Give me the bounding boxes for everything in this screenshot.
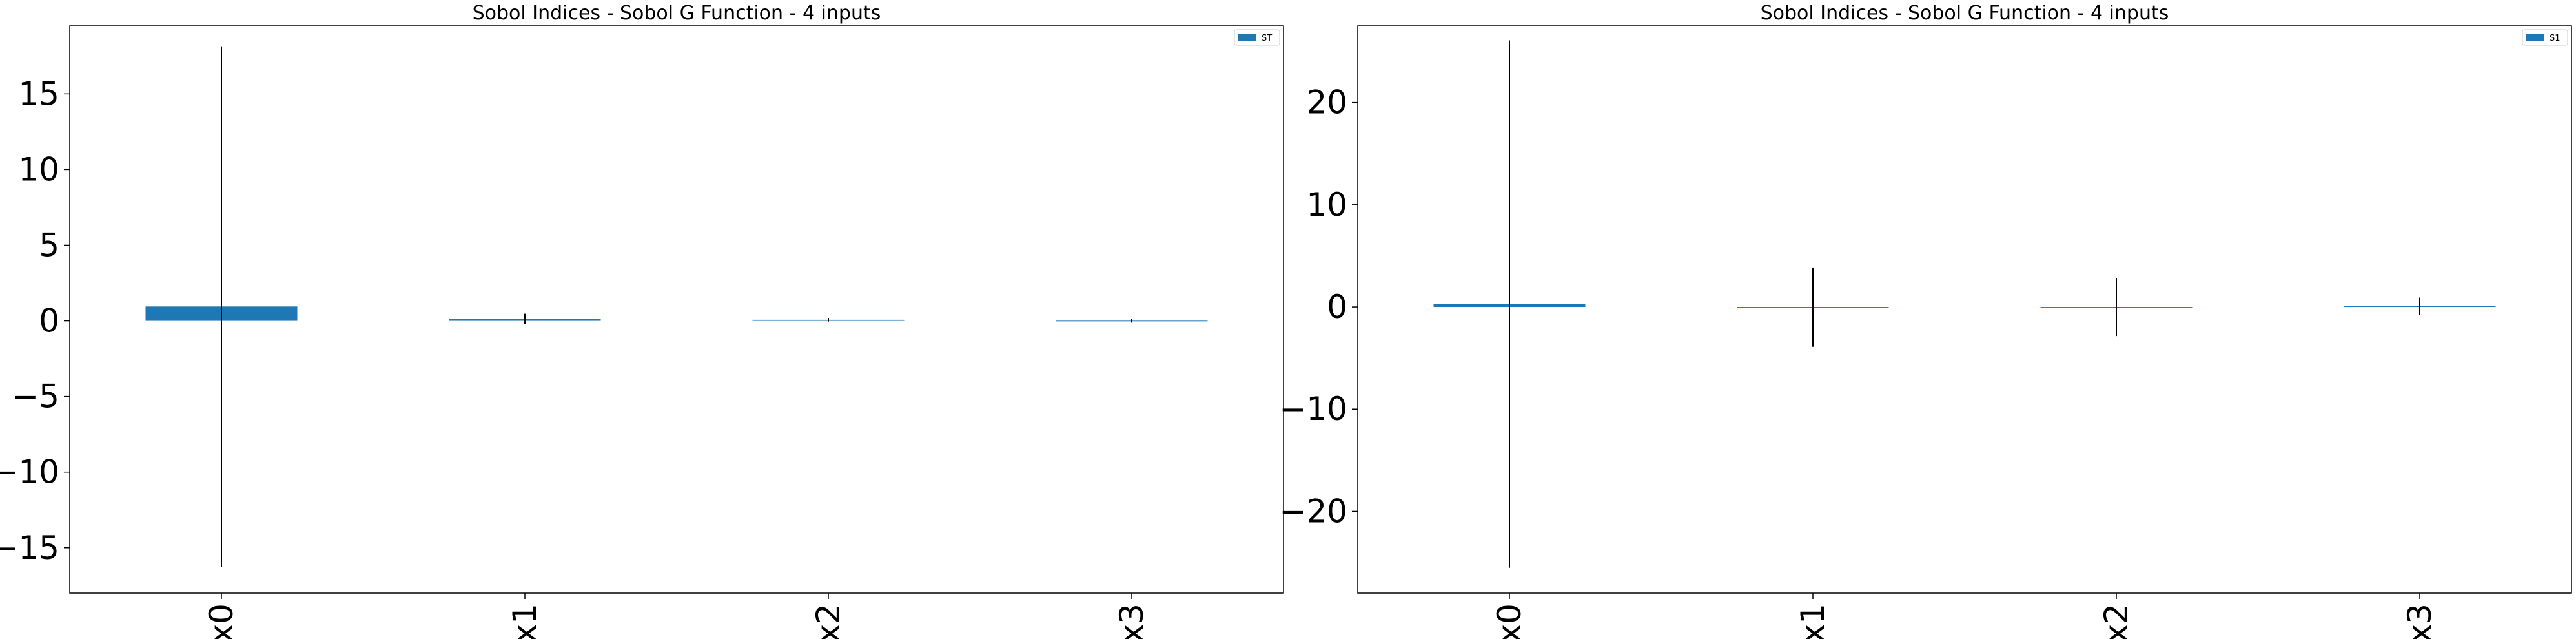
chart-title: Sobol Indices - Sobol G Function - 4 inp… [1761,2,2169,25]
y-tick-label: −20 [1279,492,1347,530]
y-tick-label: 5 [39,226,59,264]
x-tick-label: x2 [810,603,847,639]
x-tick-label: x1 [506,603,544,639]
x-tick-label: x3 [2401,603,2438,639]
legend-box [1234,29,1280,46]
x-tick-label: x2 [2098,603,2135,639]
x-tick-label: x3 [1113,603,1150,639]
y-tick-label: 0 [1327,288,1347,326]
legend: ST [1234,29,1280,46]
legend-box [2522,29,2568,46]
y-tick-label: 0 [39,302,59,340]
y-tick-label: 20 [1306,84,1347,121]
axes-frame [1357,25,2572,594]
legend-swatch [1238,34,1256,41]
chart-title: Sobol Indices - Sobol G Function - 4 inp… [473,2,881,25]
y-tick-label: −10 [0,454,59,491]
x-tick-label: x1 [1794,603,1832,639]
legend-label: S1 [2550,34,2561,43]
x-tick-label: x0 [1491,603,1528,639]
y-tick-label: 10 [18,151,59,188]
axes-frame [69,25,1284,594]
y-tick-label: 15 [18,75,59,112]
y-tick-label: −5 [12,378,59,415]
chart-panel-1: Sobol Indices - Sobol G Function - 4 inp… [1279,2,2572,639]
legend-swatch [2526,34,2544,41]
legend-label: ST [1262,34,1272,43]
y-tick-label: 10 [1306,186,1347,224]
y-tick-label: −15 [0,529,59,567]
legend: S1 [2522,29,2568,46]
x-tick-label: x0 [203,603,240,639]
y-tick-label: −10 [1279,390,1347,428]
chart-panel-0: Sobol Indices - Sobol G Function - 4 inp… [0,2,1284,639]
